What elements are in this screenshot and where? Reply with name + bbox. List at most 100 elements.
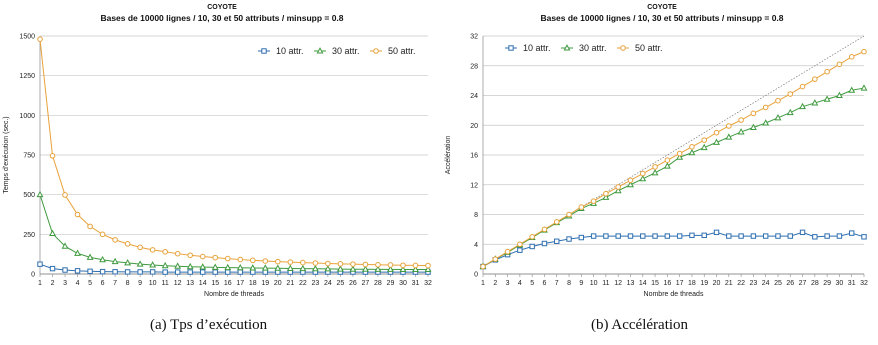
legend-marker: [563, 44, 571, 51]
data-point: [112, 269, 118, 275]
legend-item: 50 attr.: [617, 43, 663, 53]
data-point: [774, 113, 782, 121]
data-point: [836, 233, 843, 239]
data-point: [124, 269, 131, 275]
series-30-attr: [479, 84, 868, 270]
data-point: [627, 180, 634, 188]
series-line: [482, 87, 865, 267]
data-point: [627, 233, 634, 239]
x-tick-label: 2: [51, 280, 55, 287]
data-point: [36, 190, 44, 198]
x-tick-label: 19: [700, 280, 708, 287]
data-point: [374, 265, 382, 272]
data-point: [713, 138, 720, 145]
data-point: [664, 157, 671, 164]
data-point: [688, 148, 696, 156]
data-point: [361, 265, 369, 272]
data-point: [517, 241, 523, 248]
chart-subtitle: Bases de 10000 lignes / 10, 30 et 50 att…: [100, 13, 343, 23]
x-tick-label: 26: [786, 280, 794, 287]
x-tick-label: 16: [663, 280, 671, 287]
x-tick-label: 12: [614, 280, 622, 287]
data-point: [249, 257, 256, 264]
data-point: [312, 260, 319, 266]
data-point: [336, 265, 344, 272]
data-point: [835, 91, 843, 98]
data-point: [424, 265, 432, 273]
data-point: [162, 248, 168, 255]
data-point: [861, 234, 867, 240]
data-point: [250, 269, 256, 275]
data-point: [541, 240, 548, 247]
x-tick-label: 13: [186, 280, 194, 287]
data-point: [726, 233, 732, 239]
legend-marker: [373, 48, 379, 54]
x-tick-label: 27: [362, 280, 370, 287]
data-point: [275, 258, 281, 265]
legend-marker: [261, 48, 267, 54]
data-point: [337, 261, 344, 267]
data-point: [161, 261, 169, 269]
data-point: [541, 226, 548, 233]
data-point: [286, 264, 294, 271]
x-tick-label: 32: [860, 280, 868, 287]
data-point: [349, 265, 357, 272]
x-tick-label: 29: [387, 280, 395, 287]
data-point: [99, 268, 106, 275]
legend-label: 50 attr.: [635, 43, 663, 53]
chart-panel-speedup: COYOTE Bases de 10000 lignes / 10, 30 et …: [440, 0, 878, 345]
x-tick-label: 27: [799, 280, 807, 287]
data-point: [212, 269, 218, 275]
data-point: [737, 128, 745, 135]
data-point: [700, 143, 708, 151]
data-point: [848, 86, 856, 93]
y-axis-label: Accélération: [445, 136, 452, 175]
data-point: [664, 233, 671, 239]
legend-marker: [508, 45, 514, 51]
x-tick-label: 22: [737, 280, 745, 287]
x-tick-label: 21: [286, 280, 294, 287]
data-point: [187, 252, 193, 259]
data-point: [799, 102, 806, 110]
x-tick-label: 8: [567, 280, 571, 287]
data-point: [603, 190, 609, 197]
legend-marker: [316, 47, 324, 54]
y-tick-label: 0: [31, 272, 35, 279]
data-point: [578, 204, 585, 210]
chart-title: COYOTE: [647, 4, 677, 11]
y-tick-label: 4: [474, 242, 478, 249]
data-point: [61, 242, 69, 249]
data-point: [137, 269, 143, 275]
data-point: [554, 238, 560, 244]
series-10-attr: [480, 229, 867, 270]
speedup-chart: COYOTE Bases de 10000 lignes / 10, 30 et …: [445, 4, 868, 298]
data-point: [400, 262, 406, 269]
data-point: [249, 264, 257, 271]
legend-item: 50 attr.: [370, 46, 416, 56]
x-tick-label: 3: [506, 280, 510, 287]
x-tick-label: 23: [749, 280, 757, 287]
data-point: [162, 269, 168, 275]
x-tick-label: 12: [174, 280, 182, 287]
data-point: [300, 259, 306, 266]
data-point: [824, 233, 830, 239]
x-tick-label: 25: [336, 280, 344, 287]
data-point: [615, 184, 621, 190]
data-point: [149, 261, 157, 268]
x-tick-label: 31: [412, 280, 420, 287]
data-point: [762, 104, 769, 111]
data-point: [212, 254, 219, 261]
data-point: [848, 54, 855, 60]
data-point: [787, 91, 794, 97]
x-tick-label: 23: [311, 280, 319, 287]
data-point: [738, 233, 744, 239]
y-tick-label: 0: [474, 272, 478, 279]
data-point: [701, 232, 707, 239]
data-point: [799, 229, 806, 236]
data-point: [387, 262, 394, 268]
data-point: [701, 137, 708, 143]
data-point: [603, 233, 609, 239]
y-tick-label: 20: [470, 123, 478, 130]
x-tick-label: 13: [627, 280, 635, 287]
series-line: [39, 39, 429, 267]
